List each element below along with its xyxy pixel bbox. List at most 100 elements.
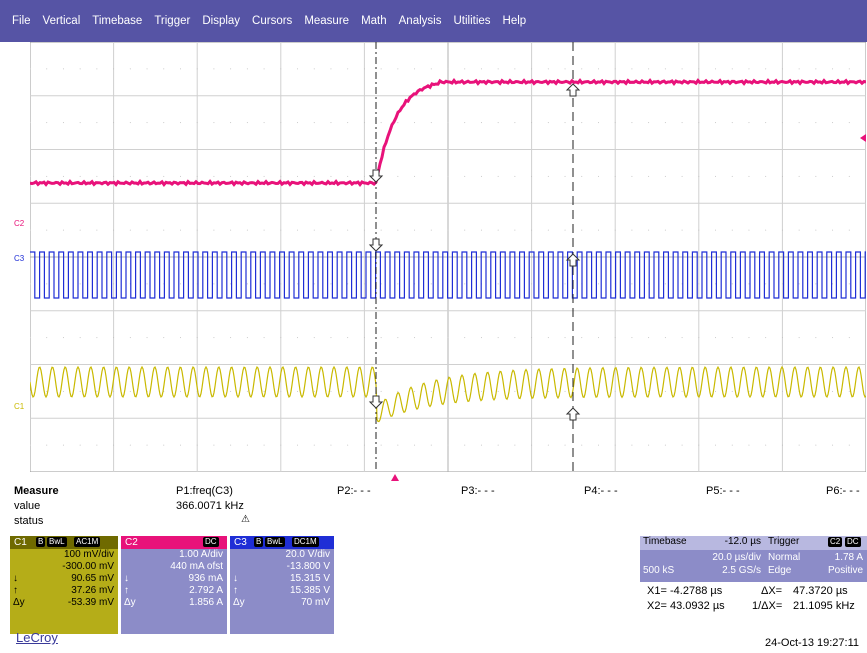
measure-p3-label[interactable]: P3:- - - [461,485,495,497]
timebase-delay: -12.0 µs [724,536,761,547]
trace-label-c1[interactable]: C1 [14,402,25,411]
timebase-label: Timebase [643,536,687,547]
timebase-descriptor[interactable]: Timebase -12.0 µs 20.0 µs/div 500 kS 2.5… [640,536,765,582]
channel-c3-descriptor[interactable]: C3 B BwL DC1M 20.0 V/div -13.800 V ↓ 15.3… [230,536,334,634]
channel-c3-name: C3 [234,537,247,548]
measure-row-status: status [14,515,44,527]
trigger-type: Edge [768,565,792,576]
cursor-markers [368,83,581,421]
channel-c1-name: C1 [14,537,27,548]
c1-vdiv: 100 mV/div [63,549,114,560]
measure-row-value: value [14,500,41,512]
cursor-crossing-marker [565,83,581,97]
measure-p6-label[interactable]: P6:- - - [826,485,860,497]
c2-vdiv: 1.00 A/div [179,549,223,560]
measure-panel: Measure value status P1:freq(C3) 366.007… [0,483,867,531]
menu-cursors[interactable]: Cursors [252,15,293,27]
menu-help[interactable]: Help [502,15,527,27]
trigger-tag-c2: C2 [828,537,843,547]
c3-vdiv: 20.0 V/div [285,549,330,560]
measure-p1-value: 366.0071 kHz [176,500,244,512]
c1-offset: -300.00 mV [62,561,114,572]
menu-display[interactable]: Display [202,15,241,27]
measure-p2-label[interactable]: P2:- - - [337,485,371,497]
timebase-rate: 2.5 GS/s [722,565,761,576]
menu-math[interactable]: Math [361,15,387,27]
c3-delta-y: 70 mV [301,597,330,608]
cursor-crossing-marker [565,407,581,421]
c2-tag-dc: DC [203,537,219,547]
trigger-position-marker [391,474,399,481]
menu-utilities[interactable]: Utilities [453,15,491,27]
c2-dy-sym: Δy [124,597,136,608]
measure-p4-label[interactable]: P4:- - - [584,485,618,497]
lecroy-logo: LeCroy [16,630,58,645]
channel-c1-descriptor[interactable]: C1 B BwL AC1M 100 mV/div -300.00 mV ↓ 90.… [10,536,118,634]
c1-tag-b: B [36,537,46,547]
c2-down-sym: ↓ [124,573,129,584]
warning-icon: ⚠ [241,514,250,525]
waveform-c1 [30,365,866,423]
cursor-dx-value: 47.3720 µs [793,585,848,597]
trace-label-c3[interactable]: C3 [14,254,25,263]
c1-dy-sym: Δy [13,597,25,608]
trigger-mode: Normal [768,552,801,563]
measure-title: Measure [14,485,59,497]
trigger-descriptor[interactable]: Trigger C2 DC Normal 1.78 A Edge Positiv… [765,536,867,582]
c3-tag-bwl: BwL [265,537,285,547]
cursor-crossing-marker [368,395,384,409]
c2-cursor-down: 936 mA [188,573,223,584]
c3-cursor-down: 15.315 V [289,573,330,584]
trigger-label: Trigger [768,536,800,547]
c1-down-sym: ↓ [13,573,18,584]
c2-delta-y: 1.856 A [189,597,223,608]
menu-timebase[interactable]: Timebase [92,15,143,27]
c1-tag-ac1m: AC1M [74,537,101,547]
c3-tag-b: B [254,537,264,547]
channel-c2-descriptor[interactable]: C2 DC 1.00 A/div 440 mA ofst ↓ 936 mA ↑ 2.… [121,536,227,634]
c1-up-sym: ↑ [13,585,18,596]
measure-p5-label[interactable]: P5:- - - [706,485,740,497]
measure-p1-label[interactable]: P1:freq(C3) [176,485,233,497]
trigger-level: 1.78 A [834,552,863,563]
c1-cursor-up: 37.26 mV [71,585,114,596]
trace-label-c2[interactable]: C2 [14,219,25,228]
c3-cursor-up: 15.385 V [289,585,330,596]
c3-offset: -13.800 V [286,561,330,572]
c3-dy-sym: Δy [233,597,245,608]
channel-c2-name: C2 [125,537,138,548]
cursor-idx-label: 1/ΔX= [752,600,783,612]
cursor-x2-label: X2= [647,600,667,612]
cursor-crossing-marker [368,238,384,252]
c2-cursor-up: 2.792 A [189,585,223,596]
date-time: 24-Oct-13 19:27:11 [765,637,859,649]
c2-offset: 440 mA ofst [170,561,223,572]
cursor-crossing-marker [565,253,581,267]
timebase-samples: 500 kS [643,565,675,576]
cursor-dx-label: ΔX= [761,585,783,597]
waveform-c3 [30,251,866,299]
trigger-level-marker [860,134,866,142]
c3-up-sym: ↑ [233,585,238,596]
menu-analysis[interactable]: Analysis [398,15,442,27]
cursor-crossing-marker [368,169,384,183]
waveform-display[interactable] [30,42,866,472]
cursor-x1-value: -4.2788 µs [670,585,723,597]
menu-bar: File Vertical Timebase Trigger Display C… [0,0,867,42]
cursor-idx-value: 21.1095 kHz [793,600,855,612]
menu-trigger[interactable]: Trigger [154,15,191,27]
menu-measure[interactable]: Measure [304,15,350,27]
trigger-slope: Positive [827,565,863,576]
c3-down-sym: ↓ [233,573,238,584]
cursor-x2-value: 43.0932 µs [670,600,725,612]
c2-up-sym: ↑ [124,585,129,596]
menu-vertical[interactable]: Vertical [42,15,81,27]
c1-cursor-down: 90.65 mV [71,573,114,584]
waveform-c2 [30,77,866,188]
menu-file[interactable]: File [12,15,31,27]
c1-delta-y: -53.39 mV [67,597,114,608]
trigger-tag-dc: DC [845,537,861,547]
cursor-x1-label: X1= [647,585,667,597]
timebase-tdiv: 20.0 µs/div [712,552,761,563]
c1-tag-bwl: BwL [47,537,67,547]
